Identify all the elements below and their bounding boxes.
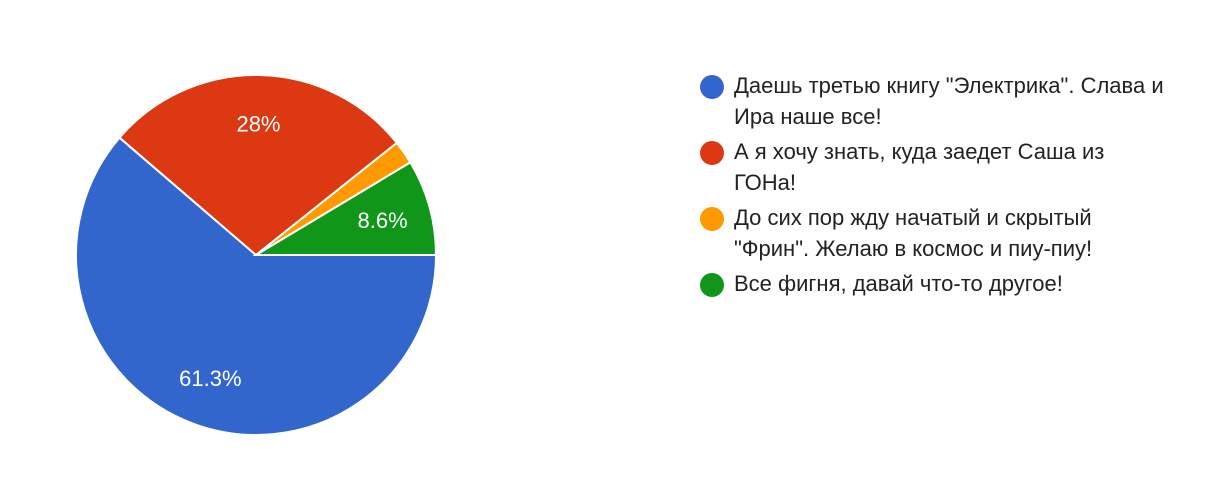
legend-label: Даешь третью книгу "Электрика". Слава и … [734,73,1164,129]
legend-dot-icon [700,141,724,165]
legend-label: Все фигня, давай что-то другое! [734,271,1063,296]
legend-label: А я хочу знать, куда заедет Саша из ГОНа… [734,139,1105,195]
legend-item[interactable]: А я хочу знать, куда заедет Саша из ГОНа… [700,136,1170,198]
pie-slice[interactable] [118,74,399,257]
legend-dot-icon [700,207,724,231]
legend-dot-icon [700,75,724,99]
legend-item[interactable]: Даешь третью книгу "Электрика". Слава и … [700,70,1170,132]
slice-label: 61.3% [179,366,241,391]
legend: Даешь третью книгу "Электрика". Слава и … [700,70,1170,303]
pie-slice[interactable] [75,136,438,436]
pie-chart: 61.3% 28% 8.6% [75,74,438,436]
legend-label: До сих пор жду начатый и скрытый "Фрин".… [734,205,1093,261]
slice-label: 28% [236,112,280,137]
pie-slice[interactable] [252,161,438,256]
legend-dot-icon [700,273,724,297]
slice-label: 8.6% [358,208,408,233]
legend-item[interactable]: Все фигня, давай что-то другое! [700,268,1170,299]
legend-item[interactable]: До сих пор жду начатый и скрытый "Фрин".… [700,202,1170,264]
